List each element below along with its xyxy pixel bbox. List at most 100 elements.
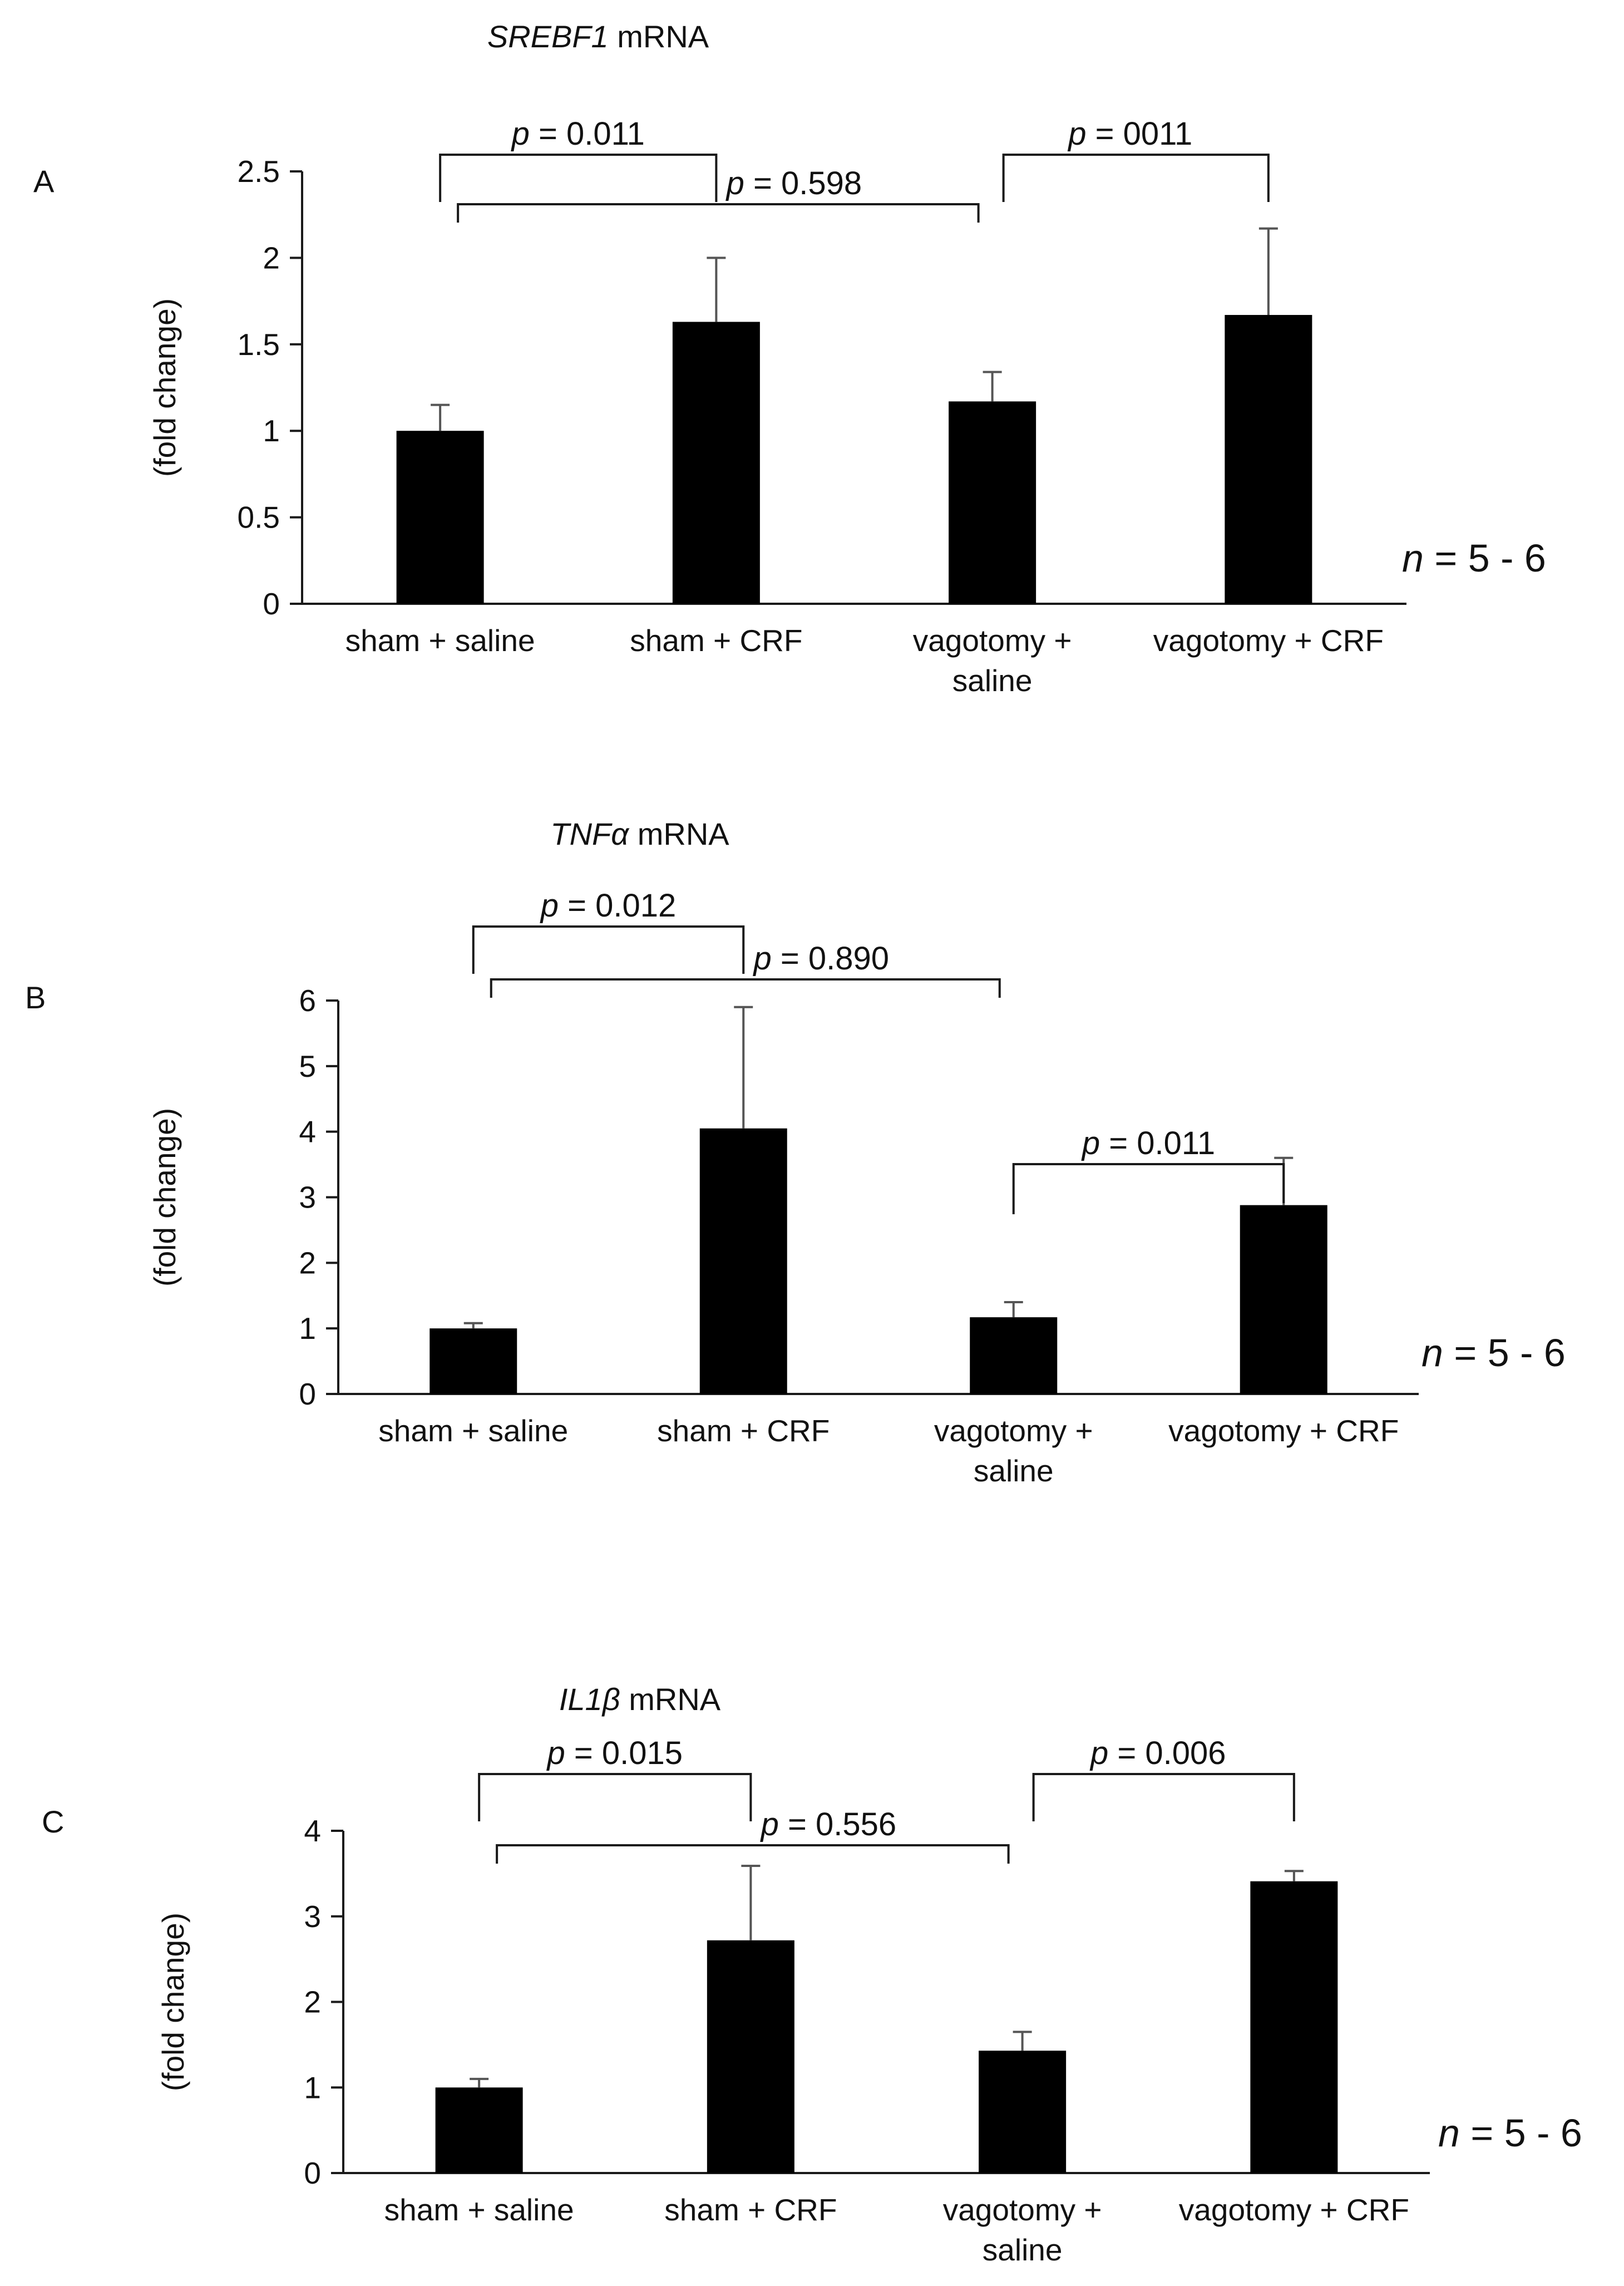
bar — [979, 2051, 1067, 2173]
error-bar — [470, 2077, 489, 2088]
significance-bracket — [472, 925, 745, 974]
n-label: n = 5 - 6 — [1421, 1331, 1566, 1374]
y-tick-label: 0 — [304, 2156, 321, 2190]
error-bar — [463, 1322, 483, 1329]
y-tick-label: 2 — [263, 240, 280, 275]
chart-title: IL1β mRNA — [559, 1682, 721, 1717]
p-symbol: p — [752, 940, 771, 977]
bar — [672, 322, 760, 604]
bar — [949, 401, 1036, 604]
y-tick-label: 0 — [299, 1377, 316, 1411]
significance-bracket — [478, 1773, 752, 1821]
p-value: = 0.015 — [565, 1735, 683, 1771]
bar — [1240, 1205, 1327, 1394]
p-value-label: p = 0.890 — [752, 940, 889, 977]
significance-bracket — [457, 203, 980, 223]
p-symbol: p — [540, 888, 559, 924]
error-bar — [1258, 227, 1278, 315]
p-value-label: p = 0011 — [1067, 116, 1192, 152]
significance-bracket — [1032, 1773, 1295, 1821]
error-bar — [431, 403, 450, 431]
p-value: = 0.006 — [1108, 1735, 1226, 1771]
y-axis-label: (fold change) — [147, 298, 182, 477]
y-tick-label: 2 — [304, 1985, 321, 2019]
error-bar — [1004, 1301, 1023, 1318]
x-tick-label: saline — [974, 1454, 1054, 1488]
p-value: = 0011 — [1086, 116, 1192, 152]
p-symbol: p — [725, 165, 744, 201]
p-value-label: p = 0.012 — [540, 888, 677, 924]
bar — [699, 1128, 787, 1394]
p-value-label: p = 0.015 — [546, 1735, 683, 1771]
x-tick-label: sham + saline — [345, 623, 535, 658]
p-symbol: p — [760, 1806, 779, 1842]
chart-title: TNFα mRNA — [550, 816, 729, 851]
y-tick-label: 1 — [304, 2070, 321, 2105]
y-tick-label: 4 — [304, 1814, 321, 1848]
x-tick-label: sham + CRF — [664, 2193, 837, 2227]
p-symbol: p — [511, 116, 530, 152]
x-tick-label: vagotomy + CRF — [1153, 623, 1384, 658]
panel-c: C IL1β mRNA 0 1 2 3 4 (fold change) sham + salin… — [42, 1682, 1582, 2267]
x-tick-label: vagotomy + — [934, 1413, 1093, 1448]
error-bar — [734, 1006, 753, 1129]
bar — [430, 1328, 517, 1394]
y-axis-label: (fold change) — [156, 1913, 190, 2091]
significance-bracket — [496, 1844, 1010, 1864]
y-tick-label: 3 — [304, 1899, 321, 1934]
bar — [1250, 1881, 1338, 2173]
y-tick-label: 0.5 — [238, 500, 280, 535]
bar — [970, 1317, 1058, 1394]
p-value: = 0.011 — [530, 116, 645, 152]
p-symbol: p — [1089, 1735, 1108, 1771]
n-symbol: n — [1421, 1331, 1443, 1374]
error-bar — [707, 257, 726, 322]
y-tick-label: 2 — [299, 1245, 316, 1280]
p-value-label: p = 0.011 — [1081, 1125, 1215, 1161]
panel-label: B — [25, 980, 46, 1015]
bar — [396, 431, 484, 604]
x-tick-label: sham + saline — [384, 2193, 574, 2227]
y-tick-label: 4 — [299, 1115, 316, 1149]
n-label: n = 5 - 6 — [1438, 2111, 1582, 2155]
p-symbol: p — [1067, 116, 1086, 152]
y-tick-label: 5 — [299, 1049, 316, 1083]
error-bar — [1284, 1870, 1304, 1881]
error-bar — [741, 1865, 761, 1940]
p-value: = 0.012 — [559, 888, 676, 924]
significance-bracket — [1012, 1163, 1285, 1214]
p-value: = 0.011 — [1100, 1125, 1215, 1161]
p-symbol: p — [1081, 1125, 1100, 1161]
bar — [435, 2087, 523, 2173]
y-tick-label: 1 — [299, 1311, 316, 1346]
title-suffix: mRNA — [609, 19, 709, 54]
title-gene: IL1β — [559, 1682, 620, 1717]
x-tick-label: vagotomy + — [913, 623, 1072, 658]
p-value: = 0.556 — [779, 1806, 896, 1842]
chart-title: SREBF1 mRNA — [487, 19, 709, 54]
bar — [1225, 314, 1312, 604]
p-symbol: p — [546, 1735, 565, 1771]
p-value-label: p = 0.006 — [1089, 1735, 1226, 1771]
y-tick-label: 6 — [299, 983, 316, 1018]
panel-a: A SREBF1 mRNA 0 0.5 1 1.5 2 2.5 (fold change) sha… — [33, 19, 1546, 698]
p-value: = 0.890 — [772, 940, 889, 977]
title-suffix: mRNA — [629, 816, 729, 851]
y-axis-label: (fold change) — [147, 1108, 182, 1287]
significance-bracket — [439, 154, 718, 202]
panel-label: A — [33, 164, 55, 199]
bar — [707, 1940, 794, 2173]
p-value-label: p = 0.556 — [760, 1806, 897, 1842]
y-tick-label: 3 — [299, 1180, 316, 1215]
error-bar — [983, 371, 1002, 402]
n-symbol: n — [1438, 2111, 1460, 2155]
n-value: = 5 - 6 — [1460, 2111, 1582, 2155]
x-tick-label: saline — [952, 663, 1033, 698]
x-tick-label: vagotomy + CRF — [1168, 1413, 1399, 1448]
x-tick-label: vagotomy + CRF — [1179, 2193, 1409, 2227]
x-tick-label: sham + CRF — [630, 623, 802, 658]
title-suffix: mRNA — [620, 1682, 721, 1717]
title-gene: SREBF1 — [487, 19, 609, 54]
p-value: = 0.598 — [744, 165, 862, 201]
